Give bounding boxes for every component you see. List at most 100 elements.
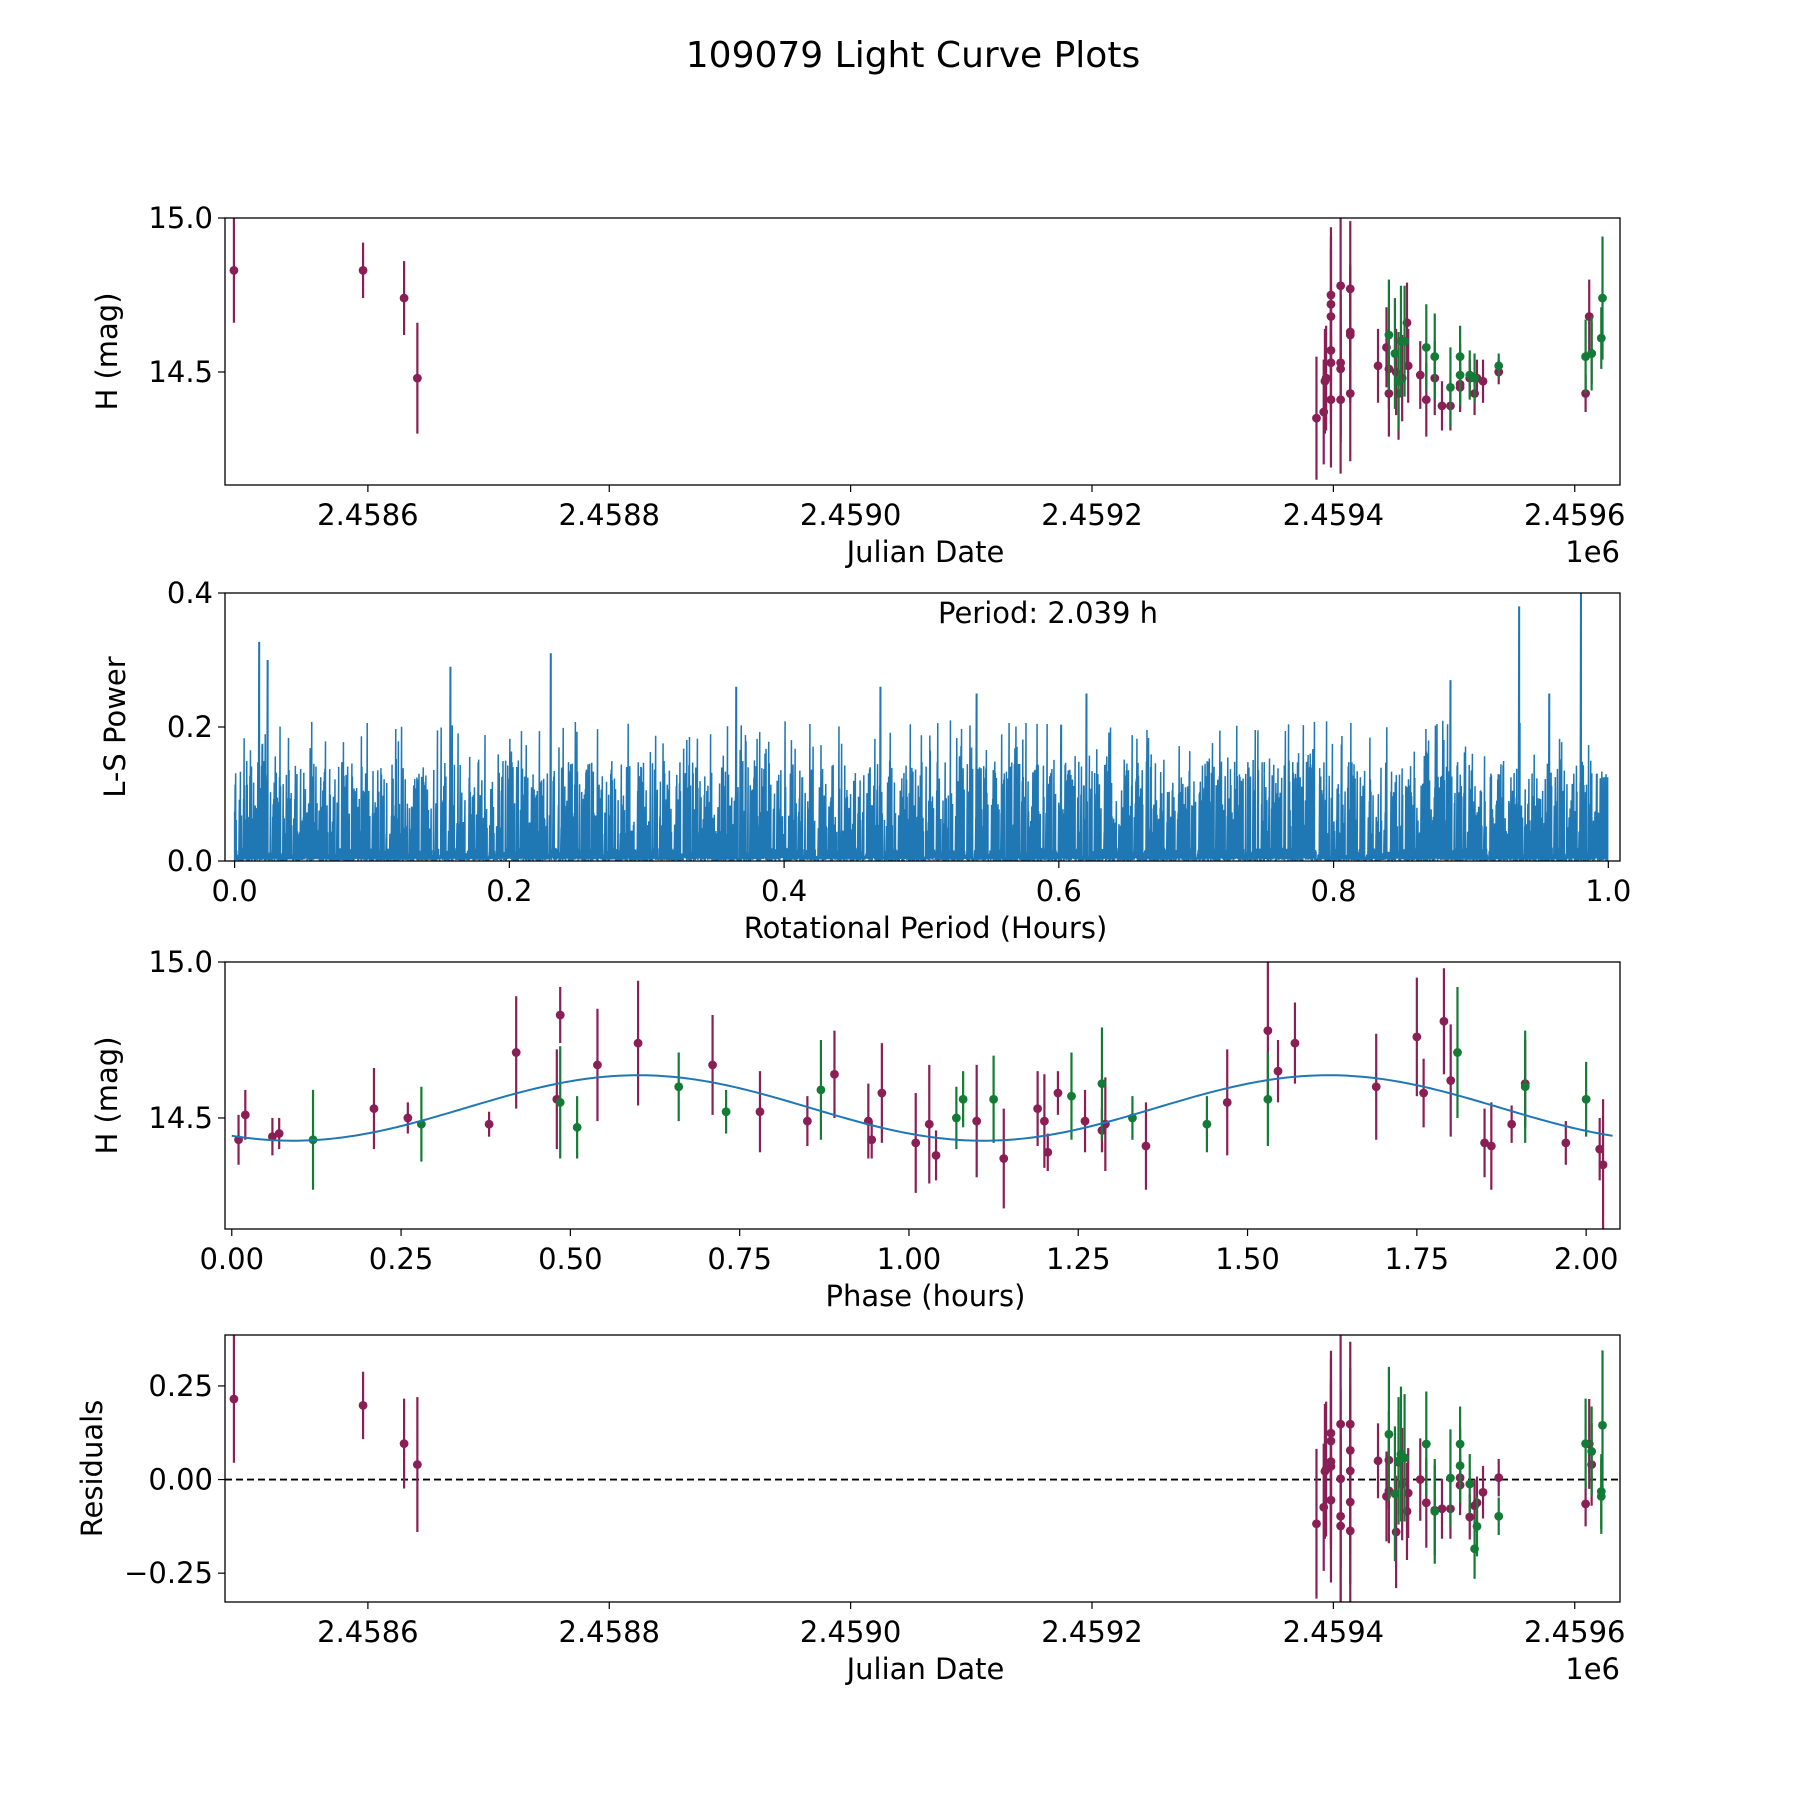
marker [1421, 342, 1431, 352]
data-point-maroon [802, 1096, 812, 1147]
marker [229, 265, 239, 275]
marker [1263, 1026, 1273, 1036]
marker [1384, 1429, 1394, 1439]
data-point-maroon [1222, 1049, 1232, 1156]
data-point-green [1400, 285, 1409, 397]
marker [412, 373, 422, 383]
data-point-green [1384, 279, 1394, 391]
plot-area [233, 593, 1609, 861]
marker [240, 1110, 250, 1120]
marker [399, 1439, 409, 1448]
marker [802, 1116, 812, 1126]
marker [1421, 395, 1431, 405]
data-point-maroon [1336, 1335, 1346, 1514]
marker [633, 1038, 643, 1048]
marker [999, 1154, 1009, 1163]
data-point-green [1494, 353, 1504, 379]
data-point-maroon [1415, 1438, 1425, 1521]
data-point-green [1202, 1096, 1212, 1153]
marker [593, 1060, 602, 1070]
periodogram-line [233, 593, 1609, 861]
marker [1455, 1461, 1465, 1471]
marker [1053, 1088, 1063, 1098]
data-point-green [1581, 1398, 1591, 1489]
marker [1596, 333, 1606, 343]
data-point-maroon [867, 1121, 877, 1159]
marker [412, 1460, 422, 1469]
marker [1345, 284, 1355, 294]
x-tick-label: 2.4592 [1041, 498, 1142, 532]
x-tick-label: 0.25 [369, 1242, 434, 1276]
data-point-maroon [555, 986, 565, 1044]
x-tick-label: 1.00 [877, 1242, 942, 1276]
marker [830, 1069, 839, 1079]
marker [1263, 1094, 1273, 1104]
data-point-maroon [999, 1108, 1009, 1209]
marker [1437, 1504, 1447, 1514]
marker [755, 1107, 765, 1117]
y-axis-label: L-S Power [98, 656, 132, 797]
data-point-green [1598, 1350, 1607, 1501]
marker [1373, 1456, 1383, 1466]
residuals-panel: 2.4586 2.4588 2.4590 2.4592 2.4594 2.4596 −0.2… [75, 1334, 1625, 1686]
marker [1446, 1076, 1456, 1085]
data-point-maroon [1373, 1423, 1383, 1499]
marker [229, 1394, 239, 1404]
data-point-maroon [1326, 227, 1336, 363]
marker [1446, 382, 1455, 392]
data-point-maroon [268, 1117, 277, 1156]
marker [911, 1138, 921, 1148]
marker [931, 1150, 941, 1160]
data-point-green [572, 1096, 582, 1159]
data-point-maroon [593, 1008, 602, 1122]
y-axis-label: Residuals [75, 1400, 109, 1538]
data-point-maroon [1486, 1102, 1496, 1190]
data-point-green [1390, 298, 1400, 409]
x-tick-label: 2.4588 [559, 498, 660, 532]
marker [274, 1129, 284, 1138]
marker [369, 1104, 379, 1114]
marker [1080, 1116, 1090, 1126]
marker [1598, 293, 1607, 303]
x-tick-label: 0.4 [761, 874, 807, 908]
marker [511, 1048, 521, 1057]
marker [1421, 1498, 1431, 1508]
marker [1480, 1138, 1489, 1148]
data-point-maroon [240, 1089, 250, 1140]
data-point-maroon [1478, 359, 1488, 403]
marker [1478, 1487, 1488, 1497]
x-tick-label: 2.4586 [317, 498, 418, 532]
data-point-green [416, 1086, 426, 1162]
marker [1472, 1521, 1482, 1531]
marker [1202, 1119, 1212, 1129]
marker [1415, 370, 1425, 380]
data-point-green [1596, 307, 1606, 369]
marker [555, 1097, 565, 1107]
data-point-maroon [911, 1093, 921, 1193]
data-point-maroon [1412, 977, 1422, 1097]
marker [1507, 1119, 1517, 1129]
data-point-maroon [1581, 1481, 1591, 1527]
data-point-green [1400, 1394, 1409, 1522]
x-tick-label: 0.75 [707, 1242, 772, 1276]
marker [1439, 1016, 1449, 1026]
marker [951, 1113, 961, 1123]
y-tick-label: 15.0 [148, 945, 213, 979]
marker [1403, 1488, 1413, 1498]
x-offset-label: 1e6 [1565, 1652, 1620, 1686]
y-tick-label: 0.25 [148, 1369, 213, 1403]
marker [399, 293, 409, 303]
marker [403, 1113, 413, 1123]
data-point-maroon [1403, 1448, 1413, 1538]
marker [1403, 361, 1413, 371]
data-point-maroon [1439, 968, 1449, 1075]
data-point-maroon [1043, 1133, 1053, 1171]
x-tick-label: 0.2 [486, 874, 532, 908]
x-tick-label: 2.4590 [800, 1615, 901, 1649]
x-tick-label: 2.4594 [1283, 498, 1384, 532]
data-point-maroon [1478, 1466, 1488, 1519]
data-point-green [555, 1046, 565, 1159]
marker [816, 1085, 826, 1095]
marker [1561, 1138, 1571, 1148]
